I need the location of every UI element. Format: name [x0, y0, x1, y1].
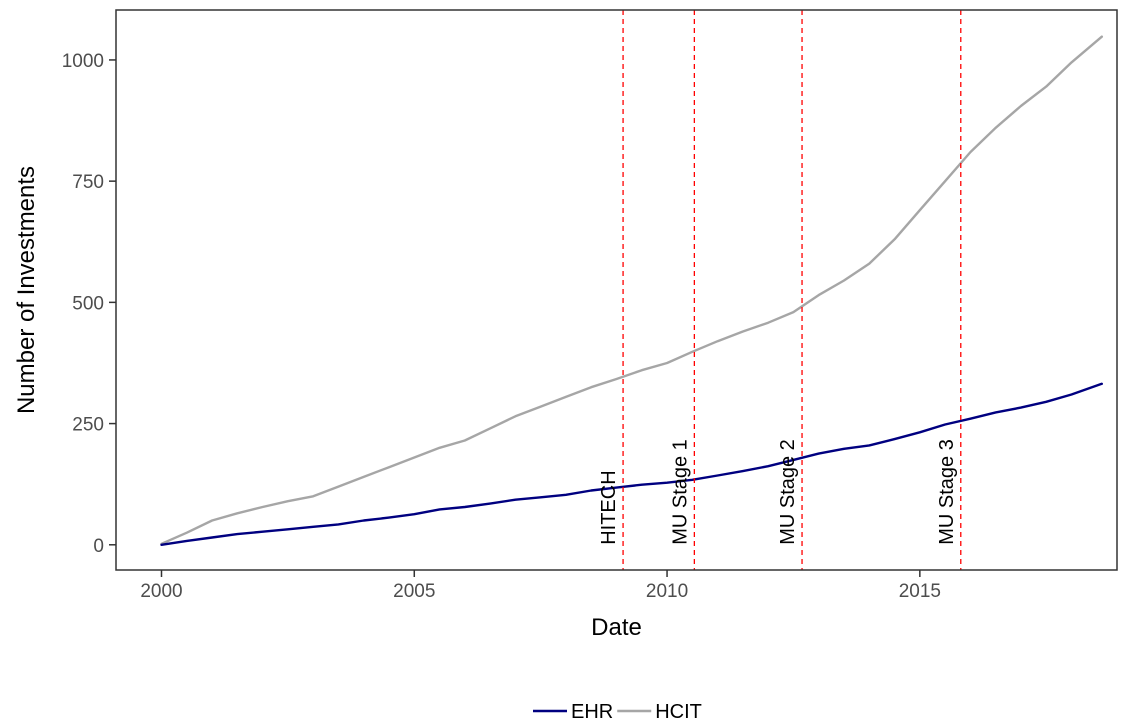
x-tick-label-1: 2005 [393, 581, 435, 602]
event-label-1: MU Stage 1 [669, 439, 691, 545]
legend-label-hcit: HCIT [655, 701, 702, 723]
event-label-2: MU Stage 2 [777, 439, 799, 545]
y-axis-title: Number of Investments [13, 166, 40, 414]
y-tick-label-3: 750 [72, 172, 104, 193]
legend: EHR HCIT [533, 701, 702, 723]
events-layer: HITECH MU Stage 1 MU Stage 2 MU Stage 3 [598, 10, 962, 570]
y-tick-label-1: 250 [72, 415, 104, 436]
plot-panel-border [115, 9, 1118, 571]
x-tick-label-3: 2015 [899, 581, 941, 602]
series-layer [160, 35, 1104, 546]
y-tick-label-0: 0 [93, 536, 104, 557]
legend-label-ehr: EHR [571, 701, 613, 723]
y-axis: 0 250 500 750 1000 [62, 51, 116, 557]
x-axis-title: Date [591, 614, 642, 641]
y-tick-label-2: 500 [72, 293, 104, 314]
x-tick-label-0: 2000 [140, 581, 182, 602]
y-tick-label-4: 1000 [62, 51, 104, 72]
event-label-3: MU Stage 3 [936, 439, 958, 545]
series-line-ehr [160, 382, 1104, 546]
series-line-hcit [160, 35, 1104, 545]
x-axis: 2000 2005 2010 2015 [140, 570, 941, 602]
x-tick-label-2: 2010 [646, 581, 688, 602]
event-label-0: HITECH [598, 470, 620, 544]
